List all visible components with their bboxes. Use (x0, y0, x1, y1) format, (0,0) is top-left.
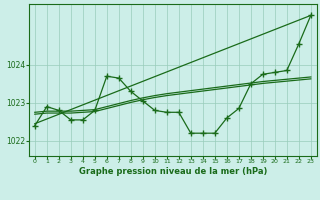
X-axis label: Graphe pression niveau de la mer (hPa): Graphe pression niveau de la mer (hPa) (79, 167, 267, 176)
